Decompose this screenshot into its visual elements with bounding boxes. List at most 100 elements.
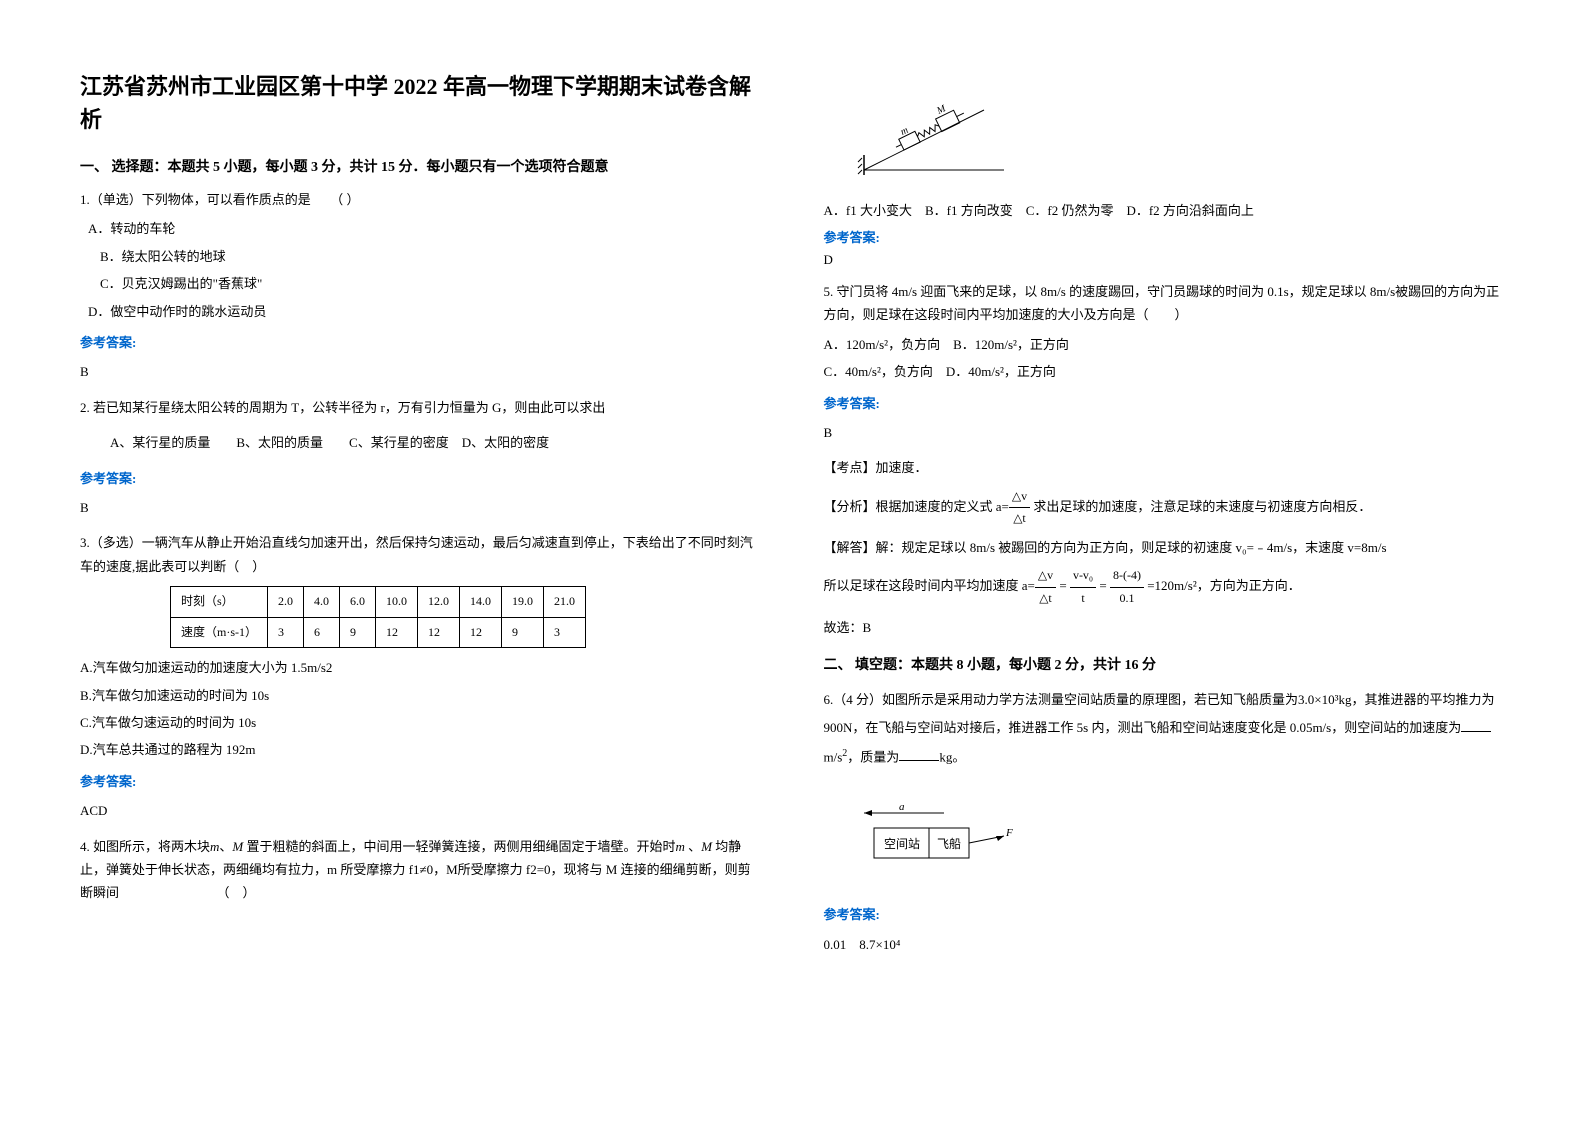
- q5-jieda-2: 所以足球在这段时间内平均加速度 a=△v△t = v-v₀t = 8-(-4)0…: [824, 565, 1508, 609]
- q4-t1: 4. 如图所示，将两木块: [80, 839, 210, 854]
- fraction-4: 8-(-4)0.1: [1110, 565, 1144, 609]
- q5-fenxi: 【分析】根据加速度的定义式 a=△v△t 求出足球的加速度，注意足球的末速度与初…: [824, 486, 1508, 530]
- q6-t1: 6.（4 分）如图所示是采用动力学方法测量空间站质量的原理图，若已知飞船质量为3…: [824, 692, 1495, 736]
- q2-answer-label: 参考答案:: [80, 467, 764, 490]
- q1-text: 1.（单选）下列物体，可以看作质点的是 （ ）: [80, 188, 764, 211]
- question-3: 3.（多选）一辆汽车从静止开始沿直线匀加速开出，然后保持匀速运动，最后匀减速直到…: [80, 531, 764, 822]
- a-label: a: [899, 801, 905, 813]
- q5-jieda-p2: 所以足球在这段时间内平均加速度 a=: [824, 578, 1035, 593]
- left-column: 江苏省苏州市工业园区第十中学 2022 年高一物理下学期期末试卷含解析 一、 选…: [50, 70, 794, 1052]
- q1-opt-c: C．贝克汉姆踢出的"香蕉球": [100, 272, 764, 295]
- question-6: 6.（4 分）如图所示是采用动力学方法测量空间站质量的原理图，若已知飞船质量为3…: [824, 686, 1508, 956]
- td-3: 9: [340, 617, 376, 648]
- th-1: 2.0: [268, 587, 304, 618]
- q5-jieda-1: 【解答】解：规定足球以 8m/s 被踢回的方向为正方向，则足球的初速度 v₀=﹣…: [824, 536, 1508, 559]
- td-8: 3: [544, 617, 586, 648]
- document-title: 江苏省苏州市工业园区第十中学 2022 年高一物理下学期期末试卷含解析: [80, 70, 764, 136]
- q3-answer: ACD: [80, 799, 764, 822]
- blank-2: [899, 760, 939, 761]
- frac2a-den: △t: [1035, 588, 1056, 610]
- blank-1: [1461, 731, 1491, 732]
- q5-answer: B: [824, 421, 1508, 444]
- th-8: 21.0: [544, 587, 586, 618]
- q6-text: 6.（4 分）如图所示是采用动力学方法测量空间站质量的原理图，若已知飞船质量为3…: [824, 686, 1508, 772]
- q4-M2: M: [701, 839, 712, 854]
- frac2a-num: △v: [1035, 565, 1056, 588]
- fraction-3: v-v₀t: [1070, 565, 1096, 609]
- q5-answer-label: 参考答案:: [824, 392, 1508, 415]
- td-4: 12: [376, 617, 418, 648]
- q1-answer-label: 参考答案:: [80, 331, 764, 354]
- right-column: m M A．f1 大小变大 B．f1 方向改变 C．f2 仍然为零 D．f2 方…: [794, 70, 1538, 1052]
- q1-opt-d: D．做空中动作时的跳水运动员: [88, 300, 764, 323]
- F-label: F: [1005, 827, 1013, 839]
- incline-spring-figure: m M: [854, 80, 1014, 180]
- q1-answer: B: [80, 360, 764, 383]
- frac1-den: △t: [1009, 508, 1030, 530]
- td-2: 6: [304, 617, 340, 648]
- question-4: 4. 如图所示，将两木块m、M 置于粗糙的斜面上，中间用一轻弹簧连接，两侧用细绳…: [80, 835, 764, 905]
- th-time: 时刻（s）: [171, 587, 268, 618]
- q4-text: 4. 如图所示，将两木块m、M 置于粗糙的斜面上，中间用一轻弹簧连接，两侧用细绳…: [80, 835, 764, 905]
- frac2-den: t: [1070, 588, 1096, 610]
- q5-kaodian: 【考点】加速度．: [824, 456, 1508, 479]
- fraction-2: △v△t: [1035, 565, 1056, 609]
- q6-t2: m/s: [824, 749, 843, 764]
- q5-jieda-4: 故选：B: [824, 616, 1508, 639]
- td-speed: 速度（m·s-1）: [171, 617, 268, 648]
- q3-table: 时刻（s） 2.0 4.0 6.0 10.0 12.0 14.0 19.0 21…: [170, 586, 586, 648]
- station-figure: a 空间站 飞船 F: [854, 798, 1034, 868]
- q4-t3: 置于粗糙的斜面上，中间用一轻弹簧连接，两侧用细绳固定于墙壁。开始时: [243, 839, 675, 854]
- td-7: 9: [502, 617, 544, 648]
- q4-m1: m: [210, 839, 219, 854]
- q4-answer-label: 参考答案:: [824, 227, 1508, 246]
- station-label: 空间站: [884, 837, 920, 851]
- td-6: 12: [460, 617, 502, 648]
- frac2-num: v-v₀: [1070, 565, 1096, 588]
- frac1-num: △v: [1009, 486, 1030, 509]
- q5-opts-2: C．40m/s²，负方向 D．40m/s²，正方向: [824, 360, 1508, 383]
- q3-opt-a: A.汽车做匀加速运动的加速度大小为 1.5m/s2: [80, 656, 764, 679]
- question-1: 1.（单选）下列物体，可以看作质点的是 （ ） A．转动的车轮 B．绕太阳公转的…: [80, 188, 764, 384]
- q4-t2: 、: [219, 839, 232, 854]
- frac3-num: 8-(-4): [1110, 565, 1144, 588]
- th-2: 4.0: [304, 587, 340, 618]
- th-6: 14.0: [460, 587, 502, 618]
- question-2: 2. 若已知某行星绕太阳公转的周期为 T，公转半径为 r，万有引力恒量为 G，则…: [80, 396, 764, 520]
- q5-fenxi-p2: 求出足球的加速度，注意足球的末速度与初速度方向相反．: [1030, 499, 1371, 514]
- section-2-header: 二、 填空题：本题共 8 小题，每小题 2 分，共计 16 分: [824, 654, 1508, 674]
- q3-answer-label: 参考答案:: [80, 770, 764, 793]
- q1-opt-b: B．绕太阳公转的地球: [100, 245, 764, 268]
- q5-fenxi-p1: 【分析】根据加速度的定义式 a=: [824, 499, 1009, 514]
- q6-t3: ，质量为: [847, 749, 899, 764]
- frac3-den: 0.1: [1110, 588, 1144, 610]
- q3-opt-c: C.汽车做匀速运动的时间为 10s: [80, 711, 764, 734]
- q6-answer-label: 参考答案:: [824, 903, 1508, 926]
- q4-answer: D: [824, 252, 1508, 268]
- q6-answer: 0.01 8.7×10⁴: [824, 933, 1508, 956]
- td-1: 3: [268, 617, 304, 648]
- q5-opts-1: A．120m/s²，负方向 B．120m/s²，正方向: [824, 333, 1508, 356]
- section-1-header: 一、 选择题：本题共 5 小题，每小题 3 分，共计 15 分．每小题只有一个选…: [80, 156, 764, 176]
- q2-answer: B: [80, 496, 764, 519]
- q1-opt-a: A．转动的车轮: [88, 217, 764, 240]
- q2-text: 2. 若已知某行星绕太阳公转的周期为 T，公转半径为 r，万有引力恒量为 G，则…: [80, 396, 764, 419]
- th-7: 19.0: [502, 587, 544, 618]
- q4-opts: A．f1 大小变大 B．f1 方向改变 C．f2 仍然为零 D．f2 方向沿斜面…: [824, 200, 1508, 219]
- ship-label: 飞船: [937, 837, 961, 851]
- q4-m2: m: [676, 839, 685, 854]
- q5-jieda-p3: =120m/s²，方向为正方向．: [1144, 578, 1301, 593]
- table-row: 时刻（s） 2.0 4.0 6.0 10.0 12.0 14.0 19.0 21…: [171, 587, 586, 618]
- q4-t4: 、: [685, 839, 701, 854]
- th-3: 6.0: [340, 587, 376, 618]
- q3-opt-d: D.汽车总共通过的路程为 192m: [80, 738, 764, 761]
- q2-opts: A、某行星的质量 B、太阳的质量 C、某行星的密度 D、太阳的密度: [110, 431, 764, 454]
- svg-text:M: M: [934, 103, 948, 117]
- table-row: 速度（m·s-1） 3 6 9 12 12 12 9 3: [171, 617, 586, 648]
- q3-text: 3.（多选）一辆汽车从静止开始沿直线匀加速开出，然后保持匀速运动，最后匀减速直到…: [80, 531, 764, 578]
- fraction-1: △v△t: [1009, 486, 1030, 530]
- q4-M1: M: [232, 839, 243, 854]
- question-5: 5. 守门员将 4m/s 迎面飞来的足球，以 8m/s 的速度踢回，守门员踢球的…: [824, 280, 1508, 639]
- q5-text: 5. 守门员将 4m/s 迎面飞来的足球，以 8m/s 的速度踢回，守门员踢球的…: [824, 280, 1508, 327]
- td-5: 12: [418, 617, 460, 648]
